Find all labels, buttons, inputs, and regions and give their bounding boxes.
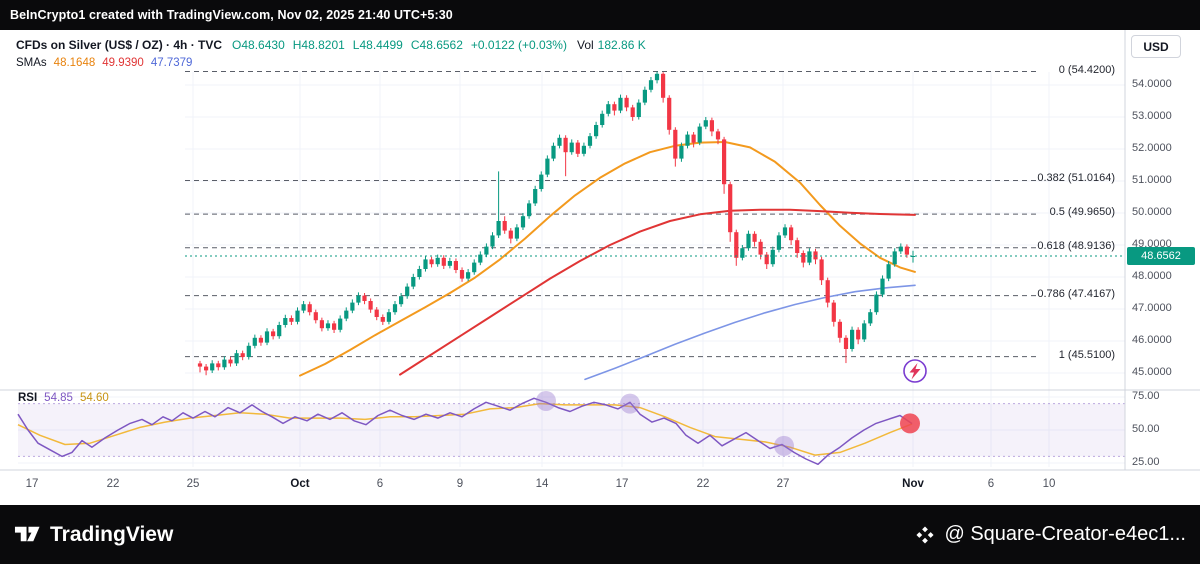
attribution-bar: BeInCrypto1 created with TradingView.com… <box>0 0 1200 30</box>
chart-panel[interactable]: CFDs on Silver (US$ / OZ) · 4h · TVC O48… <box>0 30 1200 505</box>
diamond-icon <box>916 525 935 544</box>
ohlc-low: L48.4499 <box>352 38 403 52</box>
main-chart[interactable] <box>0 30 1200 505</box>
fib-retracement-lines[interactable] <box>185 71 1038 358</box>
currency-button[interactable]: USD <box>1131 35 1181 58</box>
attribution-text: BeInCrypto1 created with TradingView.com… <box>10 8 453 22</box>
tradingview-logo-icon <box>14 526 40 542</box>
sma-info-row: SMAs 48.1648 49.9390 47.7379 <box>16 57 192 69</box>
rsi-signal-value: 54.60 <box>79 392 109 404</box>
ohlc-close: C48.6562 <box>410 38 463 52</box>
volume-value: 182.86 K <box>597 38 646 52</box>
ohlc-high: H48.8201 <box>292 38 345 52</box>
smas-label: SMAs <box>16 57 47 69</box>
price-change: +0.0122 (+0.03%) <box>470 38 567 52</box>
sma-line-mid[interactable] <box>399 208 916 376</box>
rsi-value: 54.85 <box>44 392 73 404</box>
last-price-badge: 48.6562 <box>1127 247 1195 265</box>
sma-value-fast: 48.1648 <box>53 57 96 69</box>
symbol-info-row: CFDs on Silver (US$ / OZ) · 4h · TVC O48… <box>16 38 646 52</box>
sma-line-slow[interactable] <box>584 284 916 381</box>
creator-handle: @ Square-Creator-e4ec1... <box>944 523 1186 545</box>
volume-label: Vol <box>576 38 594 52</box>
tradingview-wordmark: TradingView <box>50 522 174 546</box>
symbol-title[interactable]: CFDs on Silver (US$ / OZ) · 4h · TVC <box>16 38 223 52</box>
rsi-line[interactable] <box>17 397 913 466</box>
rsi-markers <box>536 390 920 456</box>
footer-bar: TradingView @ Square-Creator-e4ec1... <box>0 505 1200 564</box>
gridlines <box>18 72 1125 467</box>
sma-value-mid: 49.9390 <box>102 57 144 69</box>
rsi-info-row: RSI 54.85 54.60 <box>18 392 109 404</box>
candlestick-series[interactable] <box>197 71 916 376</box>
rsi-label[interactable]: RSI <box>18 392 38 404</box>
creator-watermark: @ Square-Creator-e4ec1... <box>916 523 1186 546</box>
ohlc-open: O48.6430 <box>232 38 285 52</box>
sma-value-slow: 47.7379 <box>150 57 193 69</box>
sma-line-fast[interactable] <box>299 141 916 377</box>
flash-icon[interactable] <box>903 359 927 383</box>
tradingview-logo[interactable]: TradingView <box>14 523 173 547</box>
